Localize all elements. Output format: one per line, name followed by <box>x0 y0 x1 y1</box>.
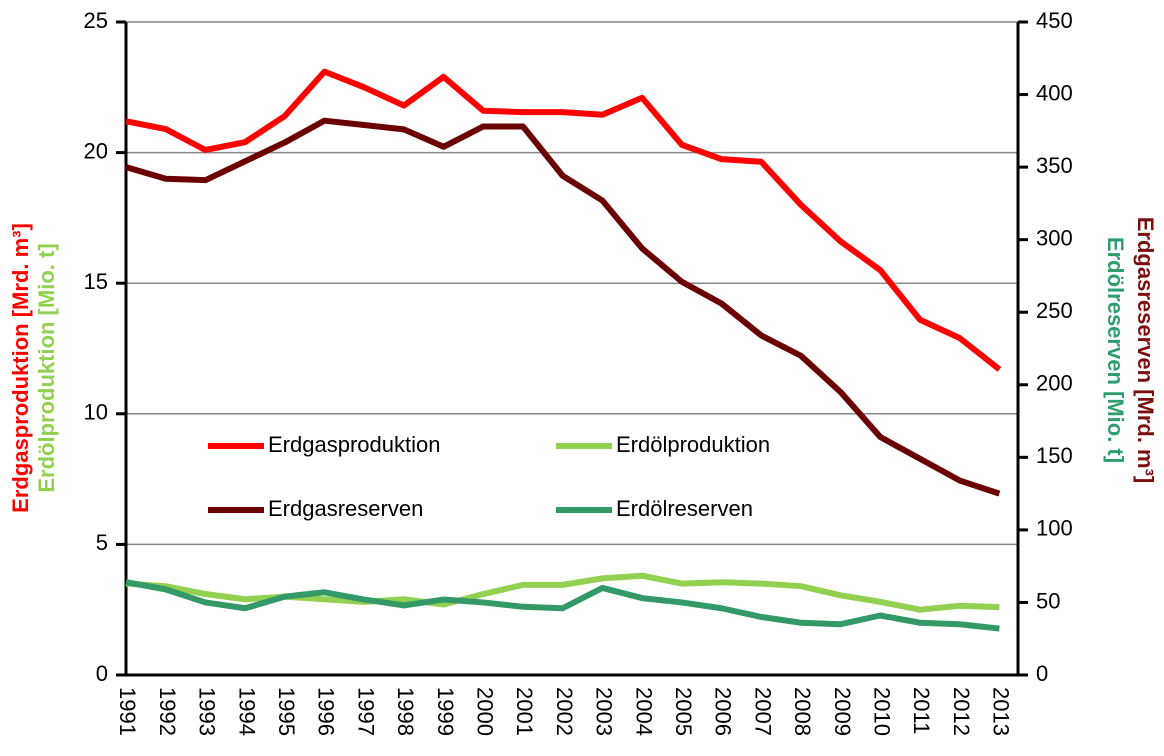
y2-tick-label: 50 <box>1036 588 1060 613</box>
x-tick-label: 2002 <box>552 687 577 736</box>
x-tick-label: 2008 <box>790 687 815 736</box>
x-tick-label: 1997 <box>353 687 378 736</box>
y2-tick-label: 400 <box>1036 80 1073 105</box>
y2-axis-title: Erdgasreserven [Mrd. m³] <box>1133 217 1158 484</box>
x-tick-label: 2004 <box>631 687 656 736</box>
x-tick-label: 2012 <box>949 687 974 736</box>
legend-label: Erdölreserven <box>616 496 753 521</box>
x-tick-label: 2001 <box>512 687 537 736</box>
x-tick-label: 2010 <box>869 687 894 736</box>
y2-tick-label: 250 <box>1036 298 1073 323</box>
x-tick-label: 1996 <box>314 687 339 736</box>
x-tick-label: 1992 <box>155 687 180 736</box>
x-tick-label: 2006 <box>711 687 736 736</box>
legend-label: Erdgasproduktion <box>268 432 440 457</box>
legend-label: Erdölproduktion <box>616 432 770 457</box>
x-tick-label: 2005 <box>671 687 696 736</box>
x-tick-label: 1993 <box>195 687 220 736</box>
x-tick-label: 1995 <box>274 687 299 736</box>
x-tick-label: 2003 <box>592 687 617 736</box>
y-axis-title: Erdgasproduktion [Mrd. m³] <box>8 223 33 513</box>
y-tick-label: 0 <box>96 661 108 686</box>
x-tick-label: 1994 <box>234 687 259 736</box>
series-line <box>125 579 1000 632</box>
y-tick-label: 15 <box>84 269 108 294</box>
x-tick-label: 2000 <box>472 687 497 736</box>
legend-label: Erdgasreserven <box>268 496 423 521</box>
x-tick-label: 1998 <box>393 687 418 736</box>
series-line <box>125 117 1001 497</box>
y2-tick-label: 350 <box>1036 153 1073 178</box>
x-tick-label: 2011 <box>909 687 934 734</box>
y2-tick-label: 200 <box>1036 371 1073 396</box>
x-tick-label: 1999 <box>433 687 458 736</box>
x-tick-label: 2007 <box>750 687 775 736</box>
y2-tick-label: 150 <box>1036 443 1073 468</box>
y-tick-label: 5 <box>96 530 108 555</box>
y-tick-label: 20 <box>84 138 108 163</box>
y2-tick-label: 0 <box>1036 661 1048 686</box>
y-tick-label: 25 <box>84 8 108 33</box>
y-axis-title: Erdölproduktion [Mio. t] <box>34 243 59 492</box>
x-tick-label: 2009 <box>830 687 855 736</box>
y2-axis-title: Erdölreserven [Mio. t] <box>1103 237 1128 463</box>
y2-tick-label: 450 <box>1036 8 1073 33</box>
x-tick-label: 1991 <box>115 687 140 736</box>
x-tick-label: 2013 <box>989 687 1014 736</box>
series-line <box>125 68 1002 372</box>
y2-tick-label: 100 <box>1036 516 1073 541</box>
y-tick-label: 10 <box>84 400 108 425</box>
y2-tick-label: 300 <box>1036 225 1073 250</box>
